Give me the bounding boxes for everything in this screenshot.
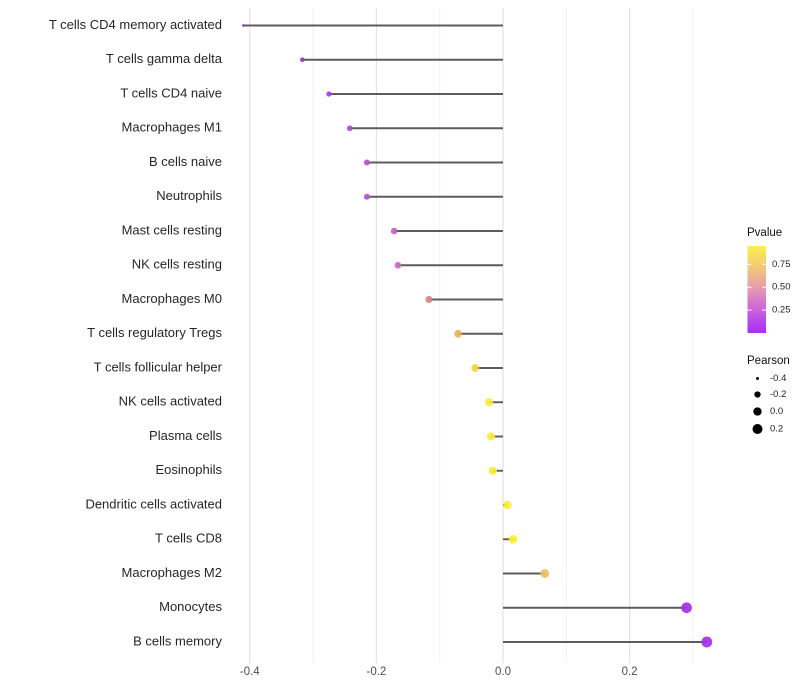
y-axis-label: Macrophages M0 bbox=[122, 291, 222, 306]
lollipop-dot bbox=[701, 636, 713, 648]
lollipop-dot bbox=[540, 569, 550, 578]
pearson-legend-label: -0.4 bbox=[770, 373, 786, 384]
y-axis-label: NK cells activated bbox=[119, 394, 222, 409]
y-axis-label: T cells regulatory Tregs bbox=[87, 325, 222, 340]
pearson-legend-label: 0.2 bbox=[770, 424, 783, 435]
y-axis-label: T cells gamma delta bbox=[106, 51, 223, 66]
pvalue-tick-label: 0.75 bbox=[772, 259, 791, 270]
y-axis-label: Dendritic cells activated bbox=[85, 496, 222, 511]
lollipop-dot bbox=[346, 125, 353, 132]
lollipop-dot bbox=[503, 500, 512, 510]
y-axis-label: Neutrophils bbox=[156, 188, 222, 203]
pvalue-tick-label: 0.50 bbox=[772, 282, 791, 293]
lollipop-dot bbox=[300, 57, 305, 63]
lollipop-dot bbox=[485, 398, 494, 407]
pearson-legend-dot bbox=[752, 424, 763, 434]
lollipop-dot bbox=[681, 602, 692, 614]
lollipop-dot bbox=[488, 466, 497, 475]
y-axis-label: B cells memory bbox=[133, 633, 222, 648]
y-axis-label: T cells CD8 bbox=[155, 531, 222, 546]
lollipop-dot bbox=[486, 432, 496, 441]
pearson-legend-dot bbox=[756, 377, 759, 380]
y-axis-label: Macrophages M2 bbox=[122, 565, 222, 580]
pearson-legend-label: 0.0 bbox=[770, 406, 783, 417]
pvalue-legend-title: Pvalue bbox=[747, 227, 782, 239]
y-axis-label: Monocytes bbox=[159, 599, 222, 614]
lollipop-dot bbox=[363, 193, 370, 200]
pvalue-colorbar bbox=[747, 246, 766, 333]
y-axis-label: T cells CD4 naive bbox=[120, 85, 222, 100]
x-axis-tick-label: 0.0 bbox=[495, 666, 511, 678]
y-axis-label: Macrophages M1 bbox=[122, 120, 222, 135]
pearson-legend-dot bbox=[754, 391, 761, 398]
x-axis-tick-label: 0.2 bbox=[622, 666, 638, 678]
lollipop-dot bbox=[390, 227, 398, 235]
lollipop-dot bbox=[394, 261, 402, 269]
lollipop-dot bbox=[471, 364, 480, 372]
lollipop-dot bbox=[508, 535, 518, 544]
y-axis-label: T cells follicular helper bbox=[94, 359, 223, 374]
lollipop-dot bbox=[454, 329, 462, 338]
y-axis-label: Eosinophils bbox=[156, 462, 223, 477]
y-axis-label: Mast cells resting bbox=[122, 222, 222, 237]
x-axis-tick-label: -0.2 bbox=[366, 666, 386, 678]
y-axis-label: T cells CD4 memory activated bbox=[49, 17, 222, 32]
pearson-legend-label: -0.2 bbox=[770, 389, 786, 400]
y-axis-label: NK cells resting bbox=[132, 257, 222, 272]
y-axis-label: Plasma cells bbox=[149, 428, 222, 443]
lollipop-dot bbox=[363, 159, 370, 166]
x-axis-tick-label: -0.4 bbox=[240, 666, 260, 678]
pearson-legend-title: Pearson bbox=[747, 355, 790, 367]
pearson-legend-dot bbox=[753, 407, 762, 416]
lollipop-dot bbox=[326, 91, 332, 97]
lollipop-dot bbox=[242, 24, 245, 27]
pvalue-tick-label: 0.25 bbox=[772, 305, 791, 316]
y-axis-label: B cells naive bbox=[149, 154, 222, 169]
lollipop-dot bbox=[425, 295, 433, 304]
